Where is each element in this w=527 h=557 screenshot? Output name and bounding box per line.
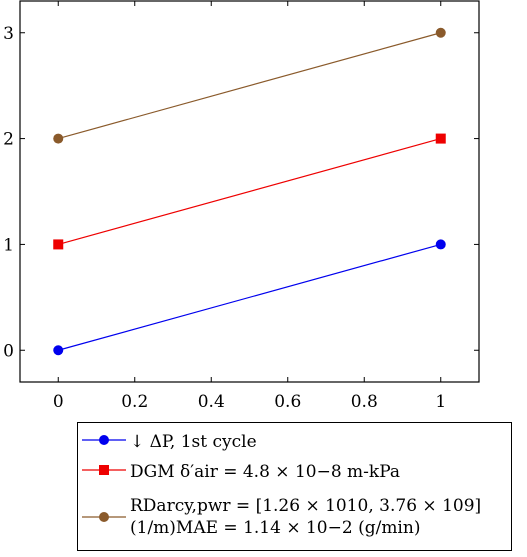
series-line-1 (58, 243, 441, 351)
x-tick-label: 0.2 (121, 392, 148, 412)
x-tick-label: 1 (435, 392, 446, 412)
x-tick-label: 0.6 (274, 392, 301, 412)
y-tick-label: 0 (3, 341, 14, 361)
legend-swatch-1 (82, 435, 126, 445)
legend-entry-1: ↓ ΔP, 1st cycle (82, 431, 257, 453)
legend-swatch-3 (82, 512, 126, 522)
legend-label-3: RDarcy,pwr = [1.26 × 1010, 3.76 × 109] (… (130, 496, 482, 538)
data-point-series-3 (53, 133, 64, 144)
series-group (53, 27, 446, 356)
x-tick-label: 0.8 (351, 392, 378, 412)
plot-area-frame (19, 0, 480, 383)
legend-label-2: DGM δ′air = 4.8 × 10−8 m-kPa (130, 462, 401, 482)
x-tick-label: 0 (53, 392, 64, 412)
legend: ↓ ΔP, 1st cycle DGM δ′air = 4.8 × 10−8 m… (77, 422, 512, 551)
data-point-series-2 (435, 133, 446, 144)
series-line-2 (58, 138, 441, 245)
x-tick-label: 0.4 (198, 392, 225, 412)
y-tick-label: 2 (3, 130, 14, 150)
axis-ticks: 0 0.2 0.4 0.6 0.8 1 0 1 2 3 (3, 1, 479, 412)
data-point-series-3 (435, 27, 446, 38)
y-tick-label: 1 (3, 235, 14, 255)
legend-swatch-2 (82, 465, 126, 475)
chart: 0 0.2 0.4 0.6 0.8 1 0 1 2 3 (3, 0, 480, 412)
data-point-series-1 (53, 345, 64, 356)
y-tick-label: 3 (3, 24, 14, 44)
legend-entry-2: DGM δ′air = 4.8 × 10−8 m-kPa (82, 461, 400, 483)
data-point-series-1 (435, 239, 446, 250)
legend-entry-3: RDarcy,pwr = [1.26 × 1010, 3.76 × 109] (… (82, 495, 481, 539)
legend-label-1: ↓ ΔP, 1st cycle (130, 432, 257, 452)
data-point-series-2 (53, 239, 64, 250)
series-line-3 (58, 32, 441, 140)
